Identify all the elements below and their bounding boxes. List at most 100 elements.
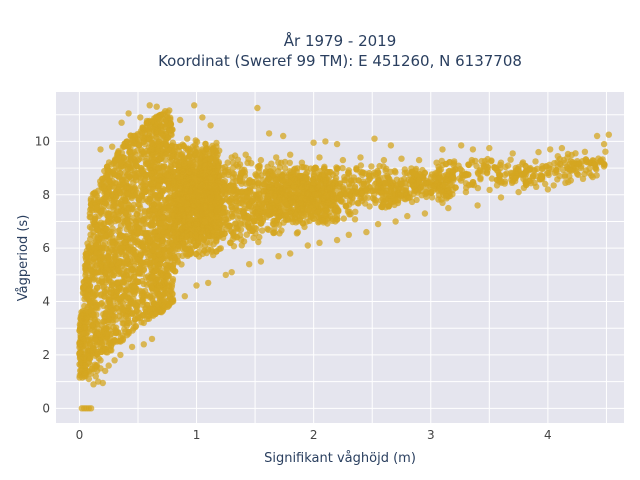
scatter-point [109,191,116,198]
scatter-point [224,159,231,166]
scatter-point [132,322,140,330]
scatter-point [411,187,418,194]
scatter-point [80,283,87,291]
scatter-point [165,232,172,240]
scatter-point [346,211,353,218]
scatter-point [434,169,441,176]
scatter-point [113,304,120,312]
scatter-point [212,168,219,175]
scatter-point [474,184,482,192]
scatter-point [353,166,360,173]
scatter-point [192,250,200,258]
scatter-point [230,164,237,171]
scatter-point [532,158,539,165]
scatter-point [153,243,160,250]
scatter-point [293,230,301,237]
scatter-point [339,184,347,191]
scatter-point [171,220,178,228]
scatter-point [239,194,246,201]
scatter-point [164,109,171,116]
scatter-point [270,229,277,237]
scatter-point [139,297,146,304]
scatter-point [94,318,101,325]
scatter-point [142,233,150,240]
scatter-point [593,172,600,179]
scatter-point [120,278,128,286]
scatter-point [91,335,99,342]
scatter-point [88,268,96,275]
scatter-point [469,179,477,186]
scatter-point [586,169,593,177]
scatter-point [352,208,359,215]
scatter-point [201,218,208,226]
scatter-point [239,200,246,208]
scatter-point [135,173,143,180]
scatter-point [125,190,132,197]
scatter-point [98,207,105,215]
scatter-point [158,256,165,263]
scatter-point [125,205,132,212]
scatter-point [484,155,491,163]
scatter-point [111,249,118,257]
scatter-point [300,212,307,220]
scatter-point [339,164,346,172]
scatter-point [493,182,501,189]
scatter-point [156,293,163,300]
scatter-point [107,244,114,251]
scatter-point [546,161,553,168]
scatter-point [278,227,285,234]
scatter-point [178,225,185,233]
scatter-point [156,251,163,258]
scatter-point [146,195,153,203]
scatter-point [542,180,549,188]
scatter-point [110,211,118,218]
scatter-point [473,162,480,170]
scatter-point [271,192,278,200]
scatter-point [374,169,382,176]
scatter-point [101,288,109,295]
scatter-point [233,174,240,181]
scatter-point [149,272,156,279]
scatter-point [124,307,132,315]
scatter-point [142,160,150,168]
scatter-point [158,147,165,155]
scatter-point [214,162,221,169]
scatter-point [248,160,255,167]
scatter-point [340,215,347,222]
scatter-point [253,172,260,179]
scatter-point [156,192,164,200]
scatter-point [423,193,430,201]
scatter-point [134,315,142,322]
scatter-point [151,215,159,222]
scatter-point [198,170,205,177]
scatter-point [108,282,116,289]
scatter-point [322,204,329,211]
scatter-point [140,215,148,223]
scatter-point [435,191,443,199]
scatter-point [148,247,155,254]
scatter-point [383,165,390,172]
scatter-point [350,174,358,181]
scatter-point [222,167,229,175]
scatter-point [118,270,125,277]
scatter-point [268,160,275,167]
scatter-point [168,175,176,182]
scatter-point [97,260,105,268]
scatter-point [116,189,124,197]
scatter-point [447,181,454,189]
scatter-point [283,211,290,219]
scatter-point [385,203,392,210]
scatter-point [87,299,94,307]
scatter-point [292,219,300,226]
scatter-point [141,287,149,295]
scatter-point [125,275,133,283]
scatter-point [602,148,609,155]
scatter-point [576,160,583,167]
scatter-point [315,207,323,214]
scatter-point [152,267,159,275]
scatter-point [115,216,122,223]
scatter-point [87,201,95,208]
scatter-point [310,215,317,222]
scatter-point [322,177,329,184]
